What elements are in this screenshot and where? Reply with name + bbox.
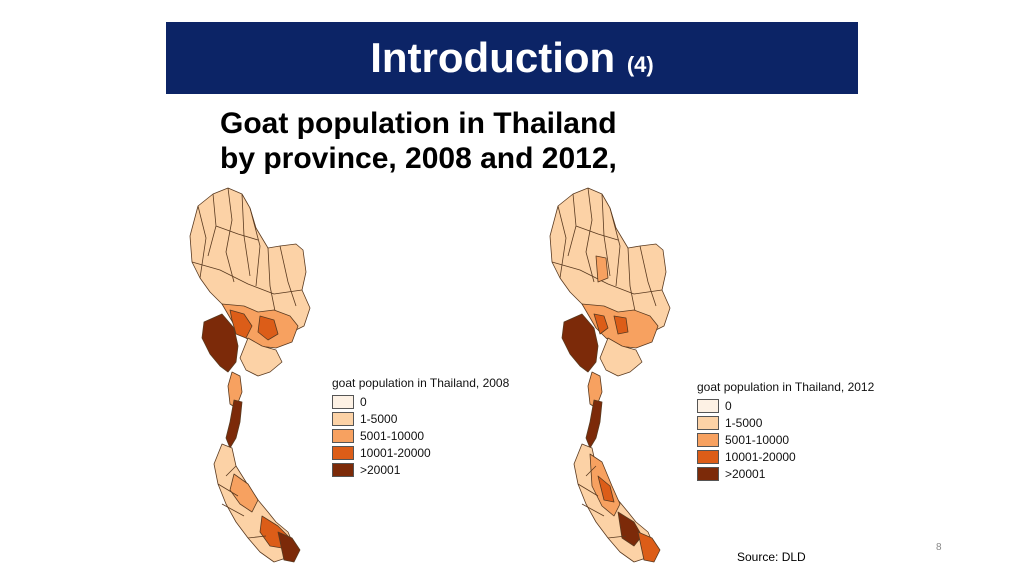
region-central-dark-2 [613,315,629,335]
source-note: Source: DLD [737,550,806,564]
legend-item: 1-5000 [332,410,509,427]
region-east [239,337,283,377]
legend-label: 1-5000 [360,411,398,426]
subtitle-line-2: by province, 2008 and 2012, [220,142,617,175]
region-central-dark-2 [257,315,279,341]
slide-title: Introduction [370,34,616,81]
legend-label: 5001-10000 [360,428,425,443]
legend-title: goat population in Thailand, 2012 [697,380,875,394]
legend-label: 5001-10000 [725,432,790,447]
title-banner: Introduction (4) [166,22,858,94]
thailand-map-2008 [189,187,311,563]
region-deep-south [277,531,301,563]
legend-label: 0 [725,398,732,413]
region-isthmus [225,399,243,449]
legend-item: 5001-10000 [697,431,874,448]
slide-subtitle: Goat population in Thailand by province,… [220,106,700,176]
region-east [599,337,643,377]
legend-item: 1-5000 [697,414,874,431]
legend-swatch [697,466,719,481]
legend-item: 0 [332,393,509,410]
legend-swatch [332,428,354,443]
region-central-dark [229,309,253,339]
region-west [201,313,239,373]
legend-title: goat population in Thailand, 2008 [332,376,510,390]
legend-item: 5001-10000 [332,427,509,444]
legend-label: 10001-20000 [360,445,431,460]
region-isthmus [585,399,603,449]
region-south-dark [597,475,615,503]
legend-label: 10001-20000 [725,449,796,464]
region-north-medium [595,255,609,283]
legend-label: 1-5000 [725,415,763,430]
legend-swatch [332,445,354,460]
legend-swatch [697,415,719,430]
region-south-deep-dark [617,511,643,547]
region-south-medium [229,473,259,513]
legend-swatch [697,449,719,464]
region-deep-south [637,531,661,563]
slide-title-number: (4) [626,52,654,77]
legend-item: 10001-20000 [697,448,874,465]
region-central-dark [593,313,609,335]
legend-2008: goat population in Thailand, 2008 0 1-50… [332,376,509,478]
subtitle-line-1: Goat population in Thailand [220,107,617,140]
legend-label: 0 [360,394,367,409]
legend-label: >20001 [725,466,766,481]
thailand-map-2012 [549,187,671,563]
legend-item: 10001-20000 [332,444,509,461]
legend-item: >20001 [332,461,509,478]
legend-swatch [697,432,719,447]
legend-label: >20001 [360,462,401,477]
page-number: 8 [936,542,942,553]
legend-item: >20001 [697,465,874,482]
legend-swatch [332,411,354,426]
legend-swatch [697,398,719,413]
legend-item: 0 [697,397,874,414]
slide-title-line: Introduction (4) [166,34,858,89]
legend-swatch [332,462,354,477]
region-west [561,313,599,373]
legend-swatch [332,394,354,409]
legend-2012: goat population in Thailand, 2012 0 1-50… [697,380,874,482]
